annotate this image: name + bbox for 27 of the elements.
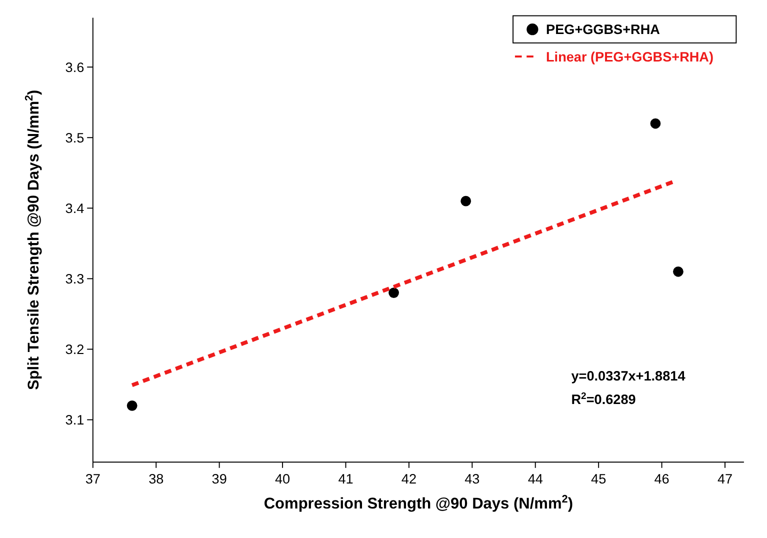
legend-label: PEG+GGBS+RHA [546,22,660,38]
x-tick-label: 46 [654,471,670,486]
x-tick-label: 40 [274,471,291,486]
y-tick-label: 3.4 [65,200,85,216]
x-tick-label: 43 [464,471,480,486]
point [126,400,138,411]
annotation: R$^{2}$=0.6289 [571,390,636,407]
y-tick-label: 3.6 [65,60,84,75]
y-tick-label: 3.3 [65,271,84,286]
x-tick-label: 44 [528,471,544,486]
point [460,196,472,206]
y-tick-label: 3.1 [65,412,84,428]
x-tick-label: 41 [338,471,354,486]
point [673,266,684,277]
x-axis-title: Compression Strength @90 Days (N/mm$^{2}$) [264,494,574,513]
point [650,118,661,129]
x-tick-label: 39 [212,471,227,486]
point [388,288,399,298]
x-tick-label: 37 [85,471,100,486]
y-tick-label: 3.2 [65,342,84,357]
x-tick-label: 42 [401,471,417,486]
y-tick-label: 3.5 [65,130,84,146]
x-tick-label: 38 [148,471,164,486]
x-tick-label: 45 [591,471,606,486]
x-tick-label: 47 [717,471,733,486]
annotation: y=0.0337x+1.8814 [571,368,686,384]
legend-label: Linear (PEG+GGBS+RHA) [546,49,714,64]
